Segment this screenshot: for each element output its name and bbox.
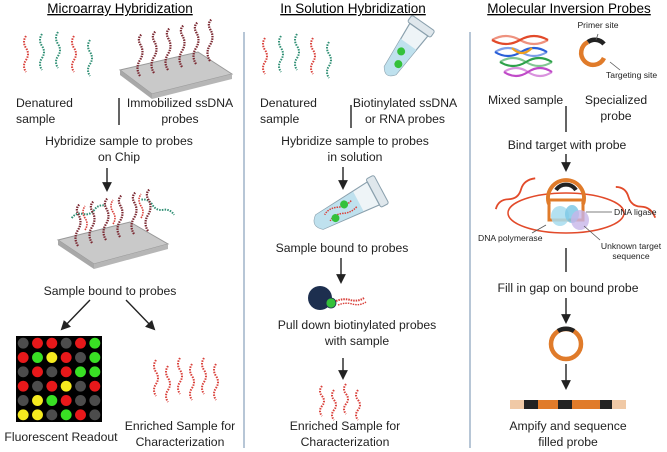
probe-tube-icon [383,15,435,77]
microarray-chip-bound [56,188,170,269]
hybridized-tube-icon [313,175,389,230]
microarray-spot [17,366,29,378]
fluorescent-readout-label: Fluorescent Readout [4,430,118,444]
unbound-strands [70,198,175,219]
specialized-probe-label: Specialized probe [584,93,648,123]
microarray-spot [89,352,101,363]
bound-probe-complex-icon [494,177,657,241]
arrow-to-enriched [125,299,156,331]
microarray-spot [89,409,101,421]
microarray-title: Microarray Hybridization [47,1,193,16]
hybridize-on-chip-label: Hybridize sample to probes on Chip [45,134,193,164]
microarray-spot [46,409,58,421]
microarray-spot [17,409,29,421]
microarray-spot [17,352,29,363]
microarray-spot [32,395,43,406]
sample-bound-label-1: Sample bound to probes [43,284,177,298]
microarray-spot [89,380,101,392]
biotinylated-probes-label: Biotinylated ssDNA or RNA probes [352,96,458,126]
microarray-spot [60,380,72,392]
denatured-sample-label: Denatured sample [16,96,73,126]
enriched-sample-strands-2 [319,383,361,421]
microarray-chip-top [118,18,234,99]
microarray-spot [32,366,43,378]
microarray-spot [46,366,58,378]
sample-bound-label-2: Sample bound to probes [275,241,409,255]
hybridize-in-solution-label: Hybridize sample to probes in solution [281,134,429,164]
microarray-spot [60,337,72,349]
dna-polymerase-label: DNA polymerase [478,233,543,243]
linear-sequence-bar-icon [510,400,626,409]
microarray-spot [60,366,72,378]
enriched-sample-strands-1 [153,357,219,403]
microarray-spot [32,352,43,363]
bind-target-label: Bind target with probe [507,138,627,152]
mixed-sample-label: Mixed sample [488,93,564,107]
targeting-site-label: Targeting site [606,70,658,80]
enriched-sample-label-1: Enriched Sample for Characterization [124,419,236,449]
pull-down-label: Pull down biotinylated probes with sampl… [277,318,437,348]
microarray-spot [75,366,86,378]
immobilized-probes-label: Immobilized ssDNA probes [126,96,234,126]
primer-site-label: Primer site [577,20,619,30]
solution-title: In Solution Hybridization [280,1,426,16]
specialized-probe-icon [578,33,621,71]
denatured-sample-strands-2 [262,33,332,79]
microarray-spot [60,352,72,363]
microarray-spot [60,395,72,406]
denatured-sample-strands [23,31,93,77]
streptavidin-bead-icon [308,286,367,310]
microarray-spot [75,337,86,349]
unknown-target-label: Unknown target sequence [600,241,662,261]
microarray-spot [89,337,101,349]
microarray-spot [32,409,43,421]
microarray-spot [75,380,86,392]
microarray-spot [89,395,101,406]
mip-title: Molecular Inversion Probes [487,1,651,16]
microarray-spot [75,409,86,421]
dna-ligase-label: DNA ligase [614,207,657,217]
microarray-spot [17,337,29,349]
microarray-spot [46,337,58,349]
enriched-sample-label-2: Enriched Sample for Characterization [289,419,401,449]
microarray-spot [89,366,101,378]
mixed-sample-dna-icon [491,34,553,78]
fluorescent-readout-grid [16,336,102,422]
microarray-spot [46,380,58,392]
denatured-sample-label-2: Denatured sample [260,96,317,126]
microarray-spot [17,380,29,392]
microarray-spot [75,352,86,363]
microarray-spot [46,352,58,363]
microarray-spot [60,409,72,421]
microarray-spot [32,337,43,349]
microarray-spot [75,395,86,406]
microarray-spot [17,395,29,406]
amplify-sequence-label: Ampify and sequence filled probe [509,419,627,449]
arrow-to-readout [60,299,91,331]
fill-gap-label: Fill in gap on bound probe [497,281,639,295]
microarray-spot [46,395,58,406]
filled-probe-circle-icon [548,326,584,362]
microarray-spot [32,380,43,392]
